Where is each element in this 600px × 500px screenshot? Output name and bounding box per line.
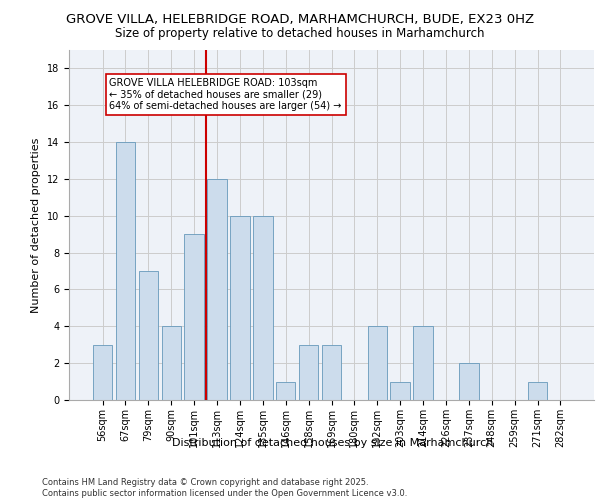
Bar [276, 382, 295, 400]
Bar [368, 326, 387, 400]
Bar [413, 326, 433, 400]
Bar [391, 382, 410, 400]
Text: Contains HM Land Registry data © Crown copyright and database right 2025.
Contai: Contains HM Land Registry data © Crown c… [42, 478, 407, 498]
Bar [116, 142, 135, 400]
Bar [184, 234, 204, 400]
Bar [299, 344, 319, 400]
Bar [528, 382, 547, 400]
Bar [139, 271, 158, 400]
Bar [253, 216, 272, 400]
Bar [230, 216, 250, 400]
Y-axis label: Number of detached properties: Number of detached properties [31, 138, 41, 312]
Text: GROVE VILLA HELEBRIDGE ROAD: 103sqm
← 35% of detached houses are smaller (29)
64: GROVE VILLA HELEBRIDGE ROAD: 103sqm ← 35… [109, 78, 342, 111]
Text: GROVE VILLA, HELEBRIDGE ROAD, MARHAMCHURCH, BUDE, EX23 0HZ: GROVE VILLA, HELEBRIDGE ROAD, MARHAMCHUR… [66, 12, 534, 26]
Text: Distribution of detached houses by size in Marhamchurch: Distribution of detached houses by size … [172, 438, 494, 448]
Bar [208, 179, 227, 400]
Bar [93, 344, 112, 400]
Bar [459, 363, 479, 400]
Text: Size of property relative to detached houses in Marhamchurch: Size of property relative to detached ho… [115, 28, 485, 40]
Bar [161, 326, 181, 400]
Bar [322, 344, 341, 400]
